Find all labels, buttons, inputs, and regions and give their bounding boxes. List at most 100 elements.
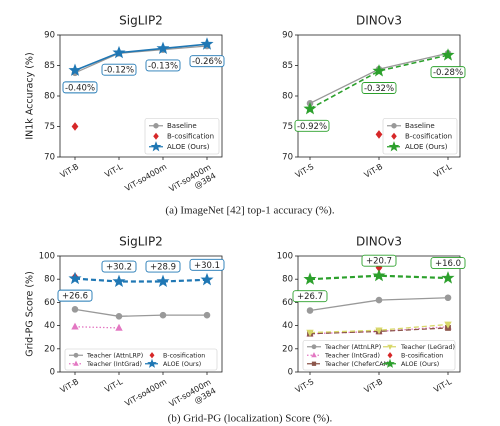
annotation-box <box>361 254 397 267</box>
legend-label: ALOE (Ours) <box>405 143 448 151</box>
legend-box <box>382 118 458 155</box>
annotation-box <box>294 119 330 132</box>
legend-label: B-cosification <box>163 353 205 360</box>
legend-label: Teacher (IntGrad) <box>86 361 142 368</box>
annotation-box <box>430 66 466 79</box>
annotation: +20.7 <box>366 257 392 267</box>
annotation-box <box>292 290 328 303</box>
x-tick-label: ViT-L <box>432 377 453 395</box>
plot-frame <box>297 34 461 158</box>
marker <box>73 360 79 366</box>
x-tick-label: ViT-B <box>59 377 81 395</box>
y-tick-label: 75 <box>44 122 55 132</box>
marker <box>200 37 214 50</box>
x-tick-label: ViT-B <box>59 162 81 180</box>
marker <box>156 41 170 54</box>
marker <box>68 63 82 76</box>
marker <box>306 329 314 337</box>
x-tick-label: ViT-so400m <box>123 162 168 193</box>
legend-label: B-cosification <box>401 353 443 360</box>
marker <box>306 307 314 314</box>
marker <box>441 271 455 284</box>
y-tick-label: 0 <box>288 368 293 378</box>
caption: (a) ImageNet [42] top-1 accuracy (%). <box>165 205 334 217</box>
chart-title: SigLIP2 <box>119 14 163 28</box>
y-tick-label: 85 <box>44 61 55 71</box>
chart-title: SigLIP2 <box>119 235 163 249</box>
legend-label: B-cosification <box>405 133 452 141</box>
plot-frame <box>59 255 223 373</box>
legend-label: Teacher (AttnLRP) <box>324 344 381 351</box>
chart-title: DINOv3 <box>356 14 402 28</box>
y-axis-label: Grid-PG Score (%) <box>25 271 36 357</box>
y-tick-label: 20 <box>282 344 293 354</box>
series-line <box>309 323 449 334</box>
annotation-box <box>430 257 466 269</box>
annotation: -0.28% <box>433 68 463 78</box>
annotation: -0.32% <box>364 84 394 94</box>
y-tick-label: 60 <box>282 298 293 308</box>
series-line <box>309 52 449 104</box>
marker <box>200 272 214 286</box>
y-tick-label: 80 <box>282 92 293 102</box>
annotation-box <box>101 260 137 273</box>
annotation: -0.13% <box>148 61 178 71</box>
legend-label: ALOE (Ours) <box>401 361 439 368</box>
y-tick-label: 90 <box>282 31 293 41</box>
marker <box>156 274 170 288</box>
annotation: +30.2 <box>106 263 132 273</box>
legend-label: B-cosification <box>167 133 214 141</box>
x-tick-label: ViT-so400m@384 <box>167 162 217 202</box>
legend-box <box>144 118 220 155</box>
legend-box <box>64 348 218 371</box>
legend-label: Teacher (IntGrad) <box>324 353 380 360</box>
marker <box>375 296 383 304</box>
chart-title: DINOv3 <box>356 235 402 249</box>
series-line <box>74 326 120 329</box>
marker <box>150 141 162 152</box>
marker <box>147 358 157 368</box>
annotation: -0.92% <box>297 122 327 132</box>
marker <box>391 123 397 129</box>
marker <box>385 358 395 368</box>
marker <box>372 268 386 282</box>
marker <box>203 311 211 319</box>
series-line <box>74 45 208 74</box>
marker <box>387 352 393 359</box>
series-line <box>309 274 449 281</box>
annotation: +30.1 <box>194 261 220 271</box>
marker <box>311 344 317 350</box>
legend-label: ALOE (Ours) <box>163 361 201 368</box>
marker <box>71 122 79 131</box>
series-line <box>309 54 449 110</box>
x-tick-label: ViT-so400m <box>123 377 168 408</box>
y-tick-label: 80 <box>282 275 293 285</box>
x-tick-label: ViT-S <box>294 162 316 180</box>
y-tick-label: 0 <box>50 368 55 378</box>
marker <box>153 132 159 140</box>
marker <box>388 141 400 152</box>
legend-label: Baseline <box>405 122 435 130</box>
x-tick-label: ViT-L <box>103 162 124 180</box>
annotation-box <box>145 260 181 273</box>
y-tick-label: 70 <box>44 153 55 163</box>
marker <box>73 352 79 358</box>
annotation: -0.40% <box>65 83 95 93</box>
marker <box>115 313 123 320</box>
annotation-box <box>361 82 397 94</box>
x-tick-label: ViT-so400m@384 <box>167 377 217 417</box>
marker <box>444 321 452 329</box>
marker <box>391 132 397 140</box>
annotation-box <box>189 258 225 271</box>
annotation-box <box>62 81 98 94</box>
legend-label: ALOE (Ours) <box>167 143 210 151</box>
y-tick-label: 100 <box>277 252 293 262</box>
legend-label: Teacher (AttnLRP) <box>86 353 143 360</box>
annotation: -0.26% <box>192 57 222 67</box>
annotation-box <box>145 59 181 72</box>
y-axis-label: IN1k Accuracy (%) <box>25 52 36 139</box>
legend-label: Teacher (LeGrad) <box>400 344 455 351</box>
marker <box>311 352 317 358</box>
marker <box>71 306 79 313</box>
